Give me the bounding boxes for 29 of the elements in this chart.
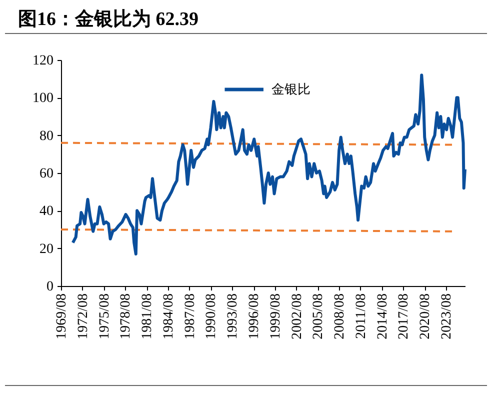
y-tick-label: 120	[32, 54, 54, 68]
y-tick-label: 20	[40, 242, 54, 257]
x-tick-label: 2020/08	[418, 294, 434, 340]
x-tick-label: 2011/08	[354, 294, 369, 339]
x-tick-label: 2023/08	[439, 294, 454, 340]
x-tick-label: 2017/08	[396, 294, 412, 340]
y-tick-label: 80	[40, 128, 54, 144]
x-tick-label: 1975/08	[97, 294, 112, 340]
x-tick-label: 1996/08	[247, 294, 262, 340]
x-tick-label: 2008/08	[332, 294, 348, 340]
y-tick-label: 0	[46, 280, 54, 294]
x-tick-label: 1972/08	[76, 294, 91, 340]
x-tick-label: 2005/08	[311, 294, 326, 340]
y-tick-label: 40	[40, 204, 54, 220]
x-tick-label: 1981/08	[140, 294, 156, 340]
legend-label: 金银比	[272, 82, 311, 96]
x-tick-label: 1999/08	[268, 294, 284, 340]
line-series	[71, 74, 466, 256]
x-tick-label: 2014/08	[375, 294, 390, 340]
x-tick-label: 1969/08	[54, 294, 70, 340]
x-tick-label: 1984/08	[161, 294, 176, 340]
chart-title: 图16：金银比为 62.39	[18, 8, 198, 32]
y-tick-label: 60	[40, 166, 54, 182]
x-tick-label: 1978/08	[118, 294, 134, 340]
x-tick-label: 1990/08	[204, 294, 220, 340]
y-tick-label: 100	[32, 91, 54, 106]
x-tick-label: 1987/08	[182, 294, 198, 340]
x-tick-label: 2002/08	[290, 294, 305, 340]
x-tick-label: 1993/08	[226, 294, 241, 340]
